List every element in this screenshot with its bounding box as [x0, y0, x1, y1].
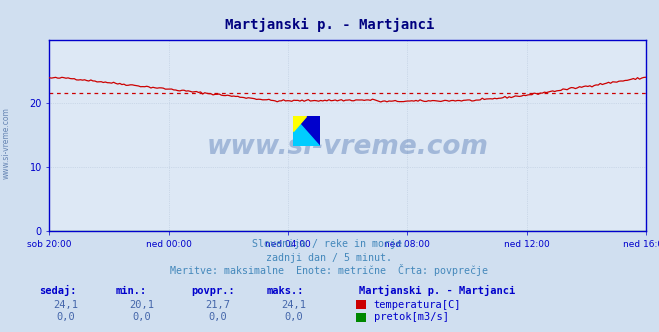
Text: 21,7: 21,7 [205, 300, 230, 310]
Text: sedaj:: sedaj: [40, 285, 77, 296]
Polygon shape [293, 117, 320, 146]
Polygon shape [293, 117, 306, 131]
Text: zadnji dan / 5 minut.: zadnji dan / 5 minut. [266, 253, 393, 263]
Text: min.:: min.: [115, 286, 146, 296]
Text: 24,1: 24,1 [281, 300, 306, 310]
Text: Slovenija / reke in morje.: Slovenija / reke in morje. [252, 239, 407, 249]
Text: Martjanski p. - Martjanci: Martjanski p. - Martjanci [225, 18, 434, 33]
Text: maks.:: maks.: [267, 286, 304, 296]
Text: temperatura[C]: temperatura[C] [374, 300, 461, 310]
Text: 20,1: 20,1 [129, 300, 154, 310]
Text: Meritve: maksimalne  Enote: metrične  Črta: povprečje: Meritve: maksimalne Enote: metrične Črta… [171, 264, 488, 276]
Text: www.si-vreme.com: www.si-vreme.com [2, 107, 11, 179]
Text: 0,0: 0,0 [57, 312, 75, 322]
Text: 0,0: 0,0 [284, 312, 302, 322]
Text: 0,0: 0,0 [132, 312, 151, 322]
Text: povpr.:: povpr.: [191, 286, 235, 296]
Text: www.si-vreme.com: www.si-vreme.com [207, 134, 488, 160]
Text: 0,0: 0,0 [208, 312, 227, 322]
Text: pretok[m3/s]: pretok[m3/s] [374, 312, 449, 322]
Text: Martjanski p. - Martjanci: Martjanski p. - Martjanci [359, 285, 515, 296]
Text: 24,1: 24,1 [53, 300, 78, 310]
Polygon shape [293, 117, 320, 146]
